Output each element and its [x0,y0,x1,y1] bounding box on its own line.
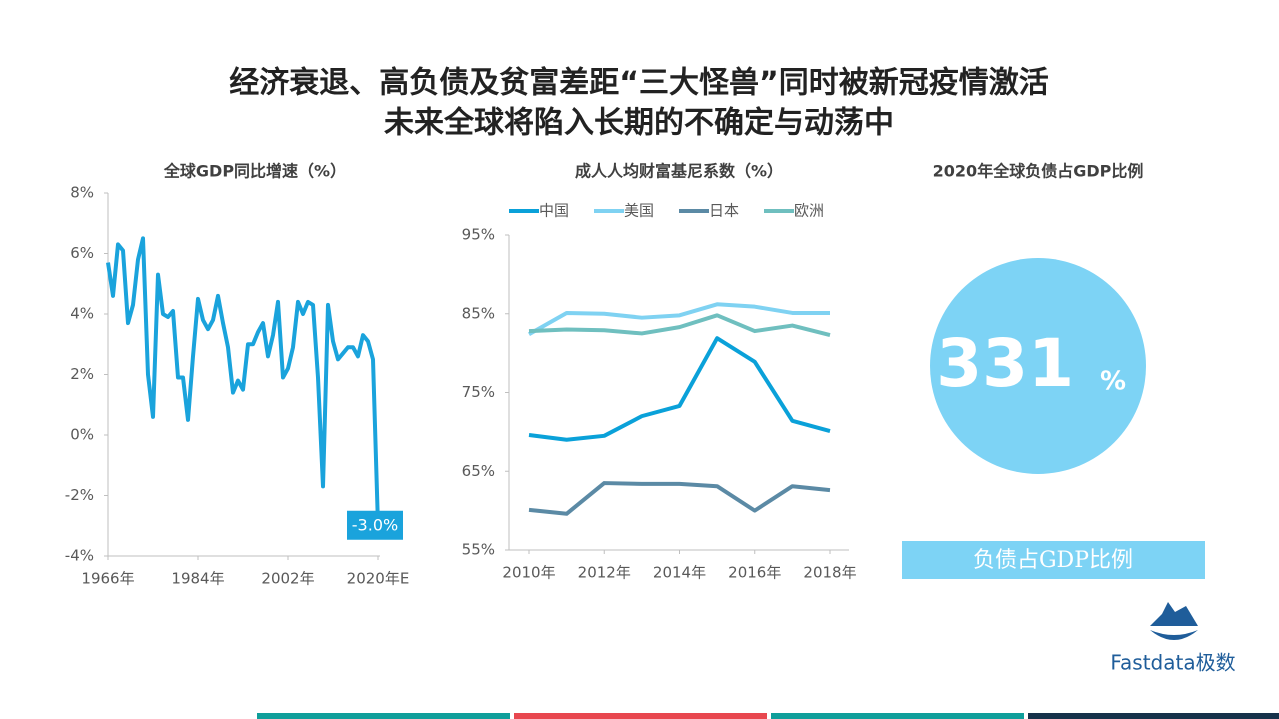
series-line [106,236,380,526]
y-tick-label: 0% [70,426,94,444]
slide-subtitle: 未来全球将陷入长期的不确定与动荡中 [384,106,894,141]
legend-label: 日本 [709,202,739,220]
y-tick-label: 2% [70,365,94,383]
stat-value: 331 [936,325,1074,402]
chart-title: 成人人均财富基尼系数（%） [575,162,783,181]
series-line [528,481,831,516]
x-tick-label: 2010年 [502,564,555,582]
y-tick-label: -4% [65,547,94,565]
stat-circle [930,258,1146,474]
footer-bar [257,713,510,719]
x-tick-label: 2020年E [347,570,410,588]
data-label-box [347,510,403,540]
series-line [528,302,830,336]
legend-label: 中国 [539,202,569,220]
logo-text: Fastdata极数 [1110,651,1235,675]
x-tick-label: 2014年 [653,564,706,582]
logo-icon [1150,602,1198,626]
x-tick-label: 2002年 [261,570,314,588]
x-tick-label: 2016年 [728,564,781,582]
y-tick-label: -2% [65,486,94,504]
x-tick-label: 1984年 [171,570,224,588]
y-tick-label: 4% [70,305,94,323]
y-tick-label: 65% [462,462,495,480]
legend-label: 美国 [624,202,654,220]
x-tick-label: 2018年 [803,564,856,582]
footer-bar [1028,713,1279,719]
y-tick-label: 85% [462,304,495,322]
y-tick-label: 95% [462,226,495,244]
x-tick-label: 1966年 [81,570,134,588]
legend-label: 欧洲 [794,202,824,220]
slide-title: 经济衰退、高负债及贫富差距“三大怪兽”同时被新冠疫情激活 [229,66,1048,101]
logo: Fastdata极数 [1110,602,1236,675]
stat-label: 负债占GDP比例 [973,548,1133,573]
stat-label-box [902,541,1205,579]
series-line [528,313,831,337]
footer-bar [771,713,1024,719]
chart-title: 全球GDP同比增速（%） [163,162,346,181]
x-tick-label: 2012年 [578,564,631,582]
data-label: -3.0% [352,515,398,534]
y-tick-label: 6% [70,244,94,262]
footer-bar [514,713,767,719]
y-tick-label: 75% [462,383,495,401]
stat-unit: % [1100,367,1126,397]
y-tick-label: 8% [70,184,94,202]
chart-title: 2020年全球负债占GDP比例 [933,162,1144,181]
series-line [528,336,831,442]
y-tick-label: 55% [462,541,495,559]
logo-wave [1150,630,1198,640]
